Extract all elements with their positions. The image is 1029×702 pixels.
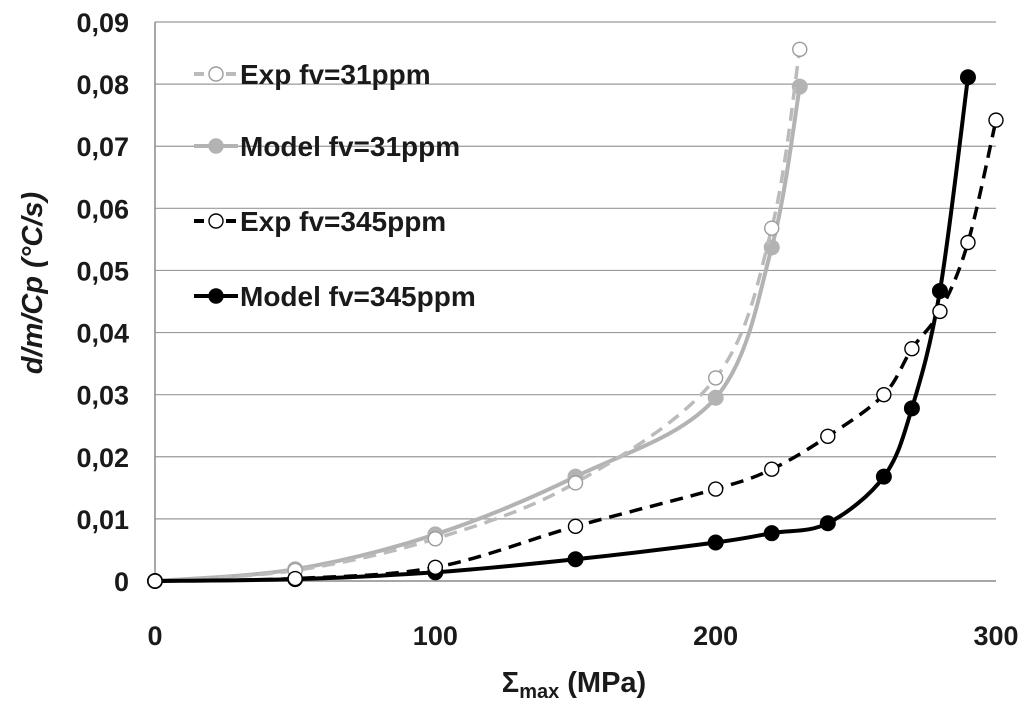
y-tick-label-3: 0,03: [76, 381, 129, 411]
x-axis-title-unit: (MPa): [559, 667, 646, 699]
tick-labels: 0 0,01 0,02 0,03 0,04 0,05 0,06 0,07 0,08 0,09 0 10…: [76, 8, 1018, 651]
legend-item-1: Model fv=31ppm: [194, 131, 460, 162]
y-tick-label-8: 0,08: [76, 70, 129, 100]
data-point-2-0: [147, 573, 163, 589]
legend-swatch-marker-0: [208, 66, 224, 82]
data-point-3-6: [819, 515, 836, 532]
data-point-2-7: [876, 386, 892, 403]
data-point-2-3: [567, 518, 584, 535]
data-point-3-9: [931, 282, 948, 299]
series-line-2: [154, 119, 998, 583]
data-point-3-4: [707, 534, 724, 551]
data-point-1-4: [707, 389, 724, 406]
y-tick-label-4: 0,04: [76, 319, 129, 349]
data-point-0-4: [707, 370, 724, 386]
series-0: [147, 41, 808, 589]
grid-layer: [154, 21, 996, 582]
y-tick-label-2: 0,02: [76, 443, 129, 473]
x-tick-label-0: 0: [147, 621, 162, 651]
legend-label-1: Model fv=31ppm: [240, 131, 460, 162]
data-point-2-10: [960, 234, 976, 251]
data-point-0-5: [764, 220, 780, 236]
data-point-2-8: [904, 341, 920, 357]
series-line-0: [154, 49, 802, 583]
data-point-2-11: [988, 112, 1004, 128]
x-tick-label-2: 200: [693, 621, 738, 651]
legend-item-2: Exp fv=345ppm: [194, 206, 446, 237]
series-2: [147, 112, 1004, 589]
data-point-0-6: [792, 41, 808, 58]
data-point-2-2: [427, 559, 444, 576]
legend-label-2: Exp fv=345ppm: [240, 206, 446, 237]
x-axis-title: Σmax (MPa): [502, 667, 646, 702]
data-point-0-3: [567, 475, 584, 491]
legend: Exp fv=31ppm Model fv=31ppm Exp fv=345ppm M…: [194, 59, 476, 312]
y-tick-label-5: 0,05: [76, 256, 129, 286]
x-tick-label-1: 100: [413, 621, 458, 651]
x-tick-label-3: 300: [973, 621, 1018, 651]
data-point-2-4: [707, 481, 724, 497]
legend-swatch-marker-3: [208, 288, 224, 304]
data-point-3-3: [567, 551, 584, 568]
legend-item-3: Model fv=345ppm: [194, 281, 476, 312]
y-axis-title: d/m/Cp (°C/s): [17, 192, 49, 374]
y-tick-label-0: 0: [114, 567, 129, 597]
x-axis-title-subscript: max: [519, 681, 559, 702]
y-tick-label-6: 0,06: [76, 194, 129, 224]
data-point-0-2: [427, 531, 444, 547]
data-point-2-6: [820, 428, 836, 444]
data-point-2-1: [287, 570, 303, 587]
y-tick-label-9: 0,09: [76, 8, 129, 38]
data-point-2-9: [932, 303, 948, 320]
data-point-2-5: [764, 461, 780, 477]
data-point-3-7: [875, 468, 892, 485]
series-layer: [147, 41, 1004, 589]
legend-swatch-marker-2: [208, 213, 224, 229]
data-point-3-10: [959, 69, 976, 86]
legend-swatch-marker-1: [208, 138, 224, 154]
legend-item-0: Exp fv=31ppm: [194, 59, 431, 90]
legend-label-0: Exp fv=31ppm: [240, 59, 431, 90]
data-point-3-5: [763, 525, 780, 542]
y-tick-label-7: 0,07: [76, 132, 129, 162]
data-point-3-8: [903, 400, 920, 417]
legend-label-3: Model fv=345ppm: [240, 281, 476, 312]
x-axis-title-symbol: Σ: [502, 667, 519, 699]
y-tick-label-1: 0,01: [76, 505, 129, 535]
